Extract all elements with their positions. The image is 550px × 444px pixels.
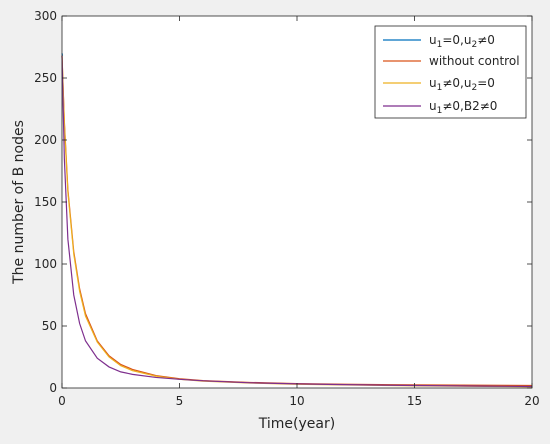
legend-text: ≠0 (477, 33, 495, 47)
legend-text: without control (429, 54, 520, 68)
y-axis-ticks: 0 50 100 150 200 250 300 (34, 9, 532, 395)
legend-entry-4: u1≠0,B2≠0 (429, 99, 497, 116)
legend-entry-2: without control (429, 54, 520, 68)
legend-box (374, 25, 527, 119)
legend-text: u (429, 76, 437, 90)
y-tick-label: 0 (49, 381, 57, 395)
x-tick-label: 10 (289, 394, 304, 408)
x-axis-label: Time(year) (258, 416, 335, 432)
y-tick-label: 50 (42, 319, 57, 333)
x-tick-label: 5 (176, 394, 184, 408)
y-tick-label: 250 (34, 71, 57, 85)
legend-subscript: 1 (437, 40, 443, 50)
y-axis-label: The number of B nodes (11, 120, 27, 285)
x-tick-label: 20 (524, 394, 539, 408)
legend-subscript: 2 (471, 83, 477, 93)
legend-text: ≠0,B2≠0 (442, 99, 497, 113)
x-tick-label: 0 (58, 394, 66, 408)
y-tick-label: 150 (34, 195, 57, 209)
legend-text: u (429, 99, 437, 113)
legend-text: u (429, 33, 437, 47)
series-line-4 (61, 55, 533, 388)
legend-text: ≠0,u (442, 76, 471, 90)
legend-subscript: 1 (437, 83, 443, 93)
x-tick-label: 15 (407, 394, 422, 408)
y-tick-label: 200 (34, 133, 57, 147)
y-tick-label: 100 (34, 257, 57, 271)
legend-entry-1: u1=0,u2≠0 (429, 33, 495, 50)
data-lines (61, 53, 533, 388)
legend-subscript: 1 (437, 106, 443, 116)
legend-text: =0 (477, 76, 495, 90)
legend-subscript: 2 (471, 40, 477, 50)
x-axis-ticks: 0 5 10 15 20 (58, 16, 540, 408)
legend-entry-3: u1≠0,u2=0 (429, 76, 495, 93)
y-tick-label: 300 (34, 9, 57, 23)
legend-text: =0,u (442, 33, 471, 47)
